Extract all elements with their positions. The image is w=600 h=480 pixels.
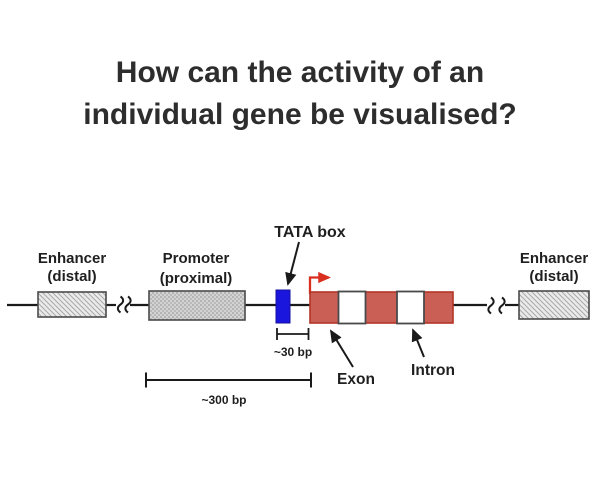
enhancer-left-label-line1: Enhancer: [38, 250, 107, 267]
intron-pointer-arrow: [411, 328, 425, 358]
page-title-line2: individual gene be visualised?: [83, 98, 517, 131]
page-title: How can the activity of an individual ge…: [0, 52, 600, 136]
intron-box-1: [337, 290, 367, 325]
tata-box: [275, 289, 291, 324]
promoter-label-line1: Promoter: [163, 250, 230, 267]
scale-30bp-label: ~30 bp: [274, 345, 312, 359]
exon-label: Exon: [337, 371, 375, 388]
tata-box-label: TATA box: [274, 224, 345, 241]
page-title-line1: How can the activity of an: [115, 56, 485, 89]
promoter-label-line2: (proximal): [160, 270, 233, 287]
enhancer-right-box: [518, 290, 590, 320]
exon-pointer-arrow: [329, 329, 354, 368]
line-break-right-icon: [487, 296, 506, 315]
gene-body-outline: [309, 291, 454, 324]
line-break-left-icon: [116, 295, 132, 314]
scale-300bp-label: ~300 bp: [201, 393, 246, 407]
transcription-start-arrow: [308, 271, 331, 294]
gene-body-exons: [310, 292, 453, 323]
intron-box-2: [396, 290, 425, 325]
promoter-box: [148, 290, 246, 321]
enhancer-right-label-line2: (distal): [529, 268, 578, 285]
enhancer-left-box: [37, 291, 107, 318]
intron-label: Intron: [411, 362, 455, 379]
tata-pointer-arrow: [285, 241, 300, 286]
enhancer-left-label-line2: (distal): [47, 268, 96, 285]
scale-30bp-bracket: [276, 328, 310, 340]
enhancer-right-label-line1: Enhancer: [520, 250, 589, 267]
scale-300bp-bracket: [145, 372, 312, 388]
